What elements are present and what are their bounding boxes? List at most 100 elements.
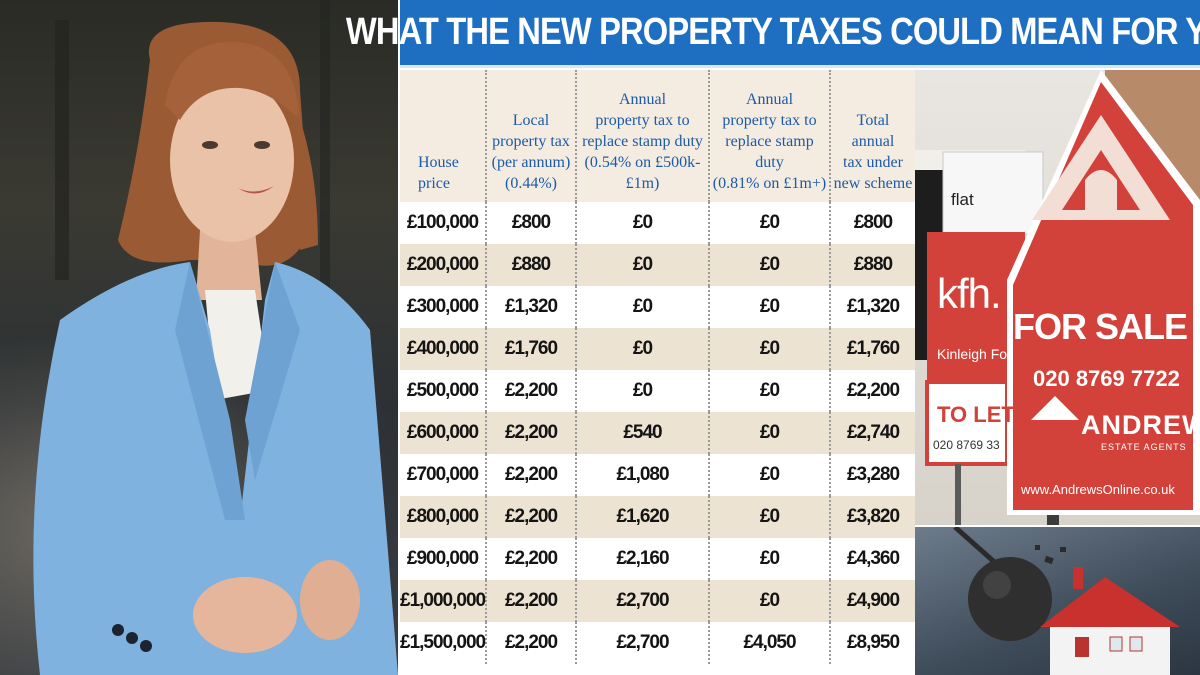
column-header-1: Local property tax (per annum) (0.44%) [485, 70, 576, 202]
column-header-4: Total annual tax under new scheme [829, 70, 915, 202]
column-header-line: House [418, 154, 459, 171]
column-header-line: new scheme [833, 175, 913, 192]
table-cell: £2,200 [485, 580, 576, 622]
column-header-line: replace stamp duty [582, 133, 703, 150]
flat-sign-text: flat [951, 190, 974, 209]
table-cell: £0 [575, 202, 709, 244]
for-sale-signs-photo: flat kfh. Kinleigh Fo TO LET 020 8769 33… [915, 70, 1200, 525]
table-cell: £500,000 [400, 370, 486, 412]
column-header-0: House price [400, 70, 486, 202]
table-cell: £3,820 [829, 496, 915, 538]
table-cell: £800,000 [400, 496, 486, 538]
table-body: £100,000 £800 £0 £0 £800 £200,000 £880 £0 £0 £880… [400, 202, 915, 664]
table-cell: £2,160 [575, 538, 709, 580]
headline-banner: WHAT THE NEW PROPERTY TAXES COULD MEAN F… [346, 0, 1200, 68]
table-cell: £0 [708, 496, 830, 538]
table-cell: £0 [575, 244, 709, 286]
table-row: £1,000,000 £2,200 £2,700 £0 £4,900 [400, 580, 915, 622]
column-header-line: Local [512, 112, 550, 129]
table-cell: £540 [575, 412, 709, 454]
column-header-2: Annual property tax to replace stamp duty (… [575, 70, 709, 202]
table-cell: £200,000 [400, 244, 486, 286]
table-row: £100,000 £800 £0 £0 £800 [400, 202, 915, 244]
column-header-line: property tax to [722, 112, 817, 129]
headline-title: WHAT THE NEW PROPERTY TAXES COULD MEAN F… [346, 11, 1200, 53]
table-cell: £2,700 [575, 622, 709, 664]
table-cell: £3,280 [829, 454, 915, 496]
table-cell: £800 [829, 202, 915, 244]
column-header-line: Annual [745, 91, 794, 108]
agency-name-text: ANDREWS [1081, 410, 1200, 440]
table-cell: £0 [708, 244, 830, 286]
table-cell: £1,760 [829, 328, 915, 370]
table-cell: £1,500,000 [400, 622, 486, 664]
column-header-line: (per annum) [491, 154, 571, 171]
column-header-line: (0.54% on £500k-£1m) [584, 154, 701, 192]
table-cell: £1,320 [485, 286, 576, 328]
table-cell: £2,200 [485, 622, 576, 664]
table-row: £500,000 £2,200 £0 £0 £2,200 [400, 370, 915, 412]
table-cell: £2,200 [485, 454, 576, 496]
table-row: £800,000 £2,200 £1,620 £0 £3,820 [400, 496, 915, 538]
kfh-sign-name: Kinleigh Fo [937, 346, 1008, 362]
column-header-line: price [418, 175, 450, 192]
table-cell: £1,080 [575, 454, 709, 496]
table-cell: £900,000 [400, 538, 486, 580]
column-header-line: property tax to [595, 112, 690, 129]
table-cell: £0 [575, 286, 709, 328]
column-header-line: Total [856, 112, 890, 129]
table-cell: £400,000 [400, 328, 486, 370]
table-cell: £0 [708, 286, 830, 328]
table-cell: £880 [485, 244, 576, 286]
table-cell: £600,000 [400, 412, 486, 454]
column-header-line: replace stamp duty [725, 133, 814, 171]
table-cell: £2,740 [829, 412, 915, 454]
to-let-phone: 020 8769 33 [933, 438, 1000, 452]
column-header-line: Annual [618, 91, 667, 108]
table-cell: £0 [708, 370, 830, 412]
column-header-line: (0.44%) [505, 175, 557, 192]
property-tax-table-panel: House price Local property tax (per annum) (0… [400, 70, 915, 675]
table-cell: £0 [708, 538, 830, 580]
table-row: £700,000 £2,200 £1,080 £0 £3,280 [400, 454, 915, 496]
table-row: £300,000 £1,320 £0 £0 £1,320 [400, 286, 915, 328]
table-cell: £0 [708, 202, 830, 244]
column-header-line: tax under [843, 154, 903, 171]
table-cell: £700,000 [400, 454, 486, 496]
property-tax-table: House price Local property tax (per annum) (0… [400, 70, 915, 664]
table-cell: £8,950 [829, 622, 915, 664]
table-row: £900,000 £2,200 £2,160 £0 £4,360 [400, 538, 915, 580]
table-cell: £0 [708, 328, 830, 370]
wrecking-ball-house-image [915, 527, 1200, 675]
table-cell: £2,200 [485, 538, 576, 580]
table-row: £1,500,000 £2,200 £2,700 £4,050 £8,950 [400, 622, 915, 664]
kfh-sign-brand: kfh. [937, 270, 1002, 317]
column-header-line: property tax [492, 133, 570, 150]
table-cell: £0 [708, 454, 830, 496]
table-cell: £4,360 [829, 538, 915, 580]
table-cell: £1,620 [575, 496, 709, 538]
table-cell: £800 [485, 202, 576, 244]
table-cell: £4,050 [708, 622, 830, 664]
column-header-line: annual [851, 133, 895, 150]
table-cell: £880 [829, 244, 915, 286]
table-cell: £1,760 [485, 328, 576, 370]
agent-phone-text: 020 8769 7722 [1033, 366, 1180, 391]
table-header-row: House price Local property tax (per annum) (0… [400, 70, 915, 202]
table-cell: £4,900 [829, 580, 915, 622]
speaker-photo [0, 0, 398, 675]
table-row: £600,000 £2,200 £540 £0 £2,740 [400, 412, 915, 454]
column-header-3: Annual property tax to replace stamp duty (… [708, 70, 830, 202]
table-cell: £1,000,000 [400, 580, 486, 622]
table-cell: £100,000 [400, 202, 486, 244]
table-cell: £1,320 [829, 286, 915, 328]
table-cell: £2,200 [485, 370, 576, 412]
table-cell: £2,200 [485, 496, 576, 538]
table-cell: £0 [708, 580, 830, 622]
table-cell: £0 [575, 370, 709, 412]
column-header-line: (0.81% on £1m+) [712, 175, 827, 192]
for-sale-text: FOR SALE [1013, 306, 1188, 347]
table-cell: £300,000 [400, 286, 486, 328]
table-cell: £2,200 [485, 412, 576, 454]
agency-website-text: www.AndrewsOnline.co.uk [1021, 482, 1175, 497]
